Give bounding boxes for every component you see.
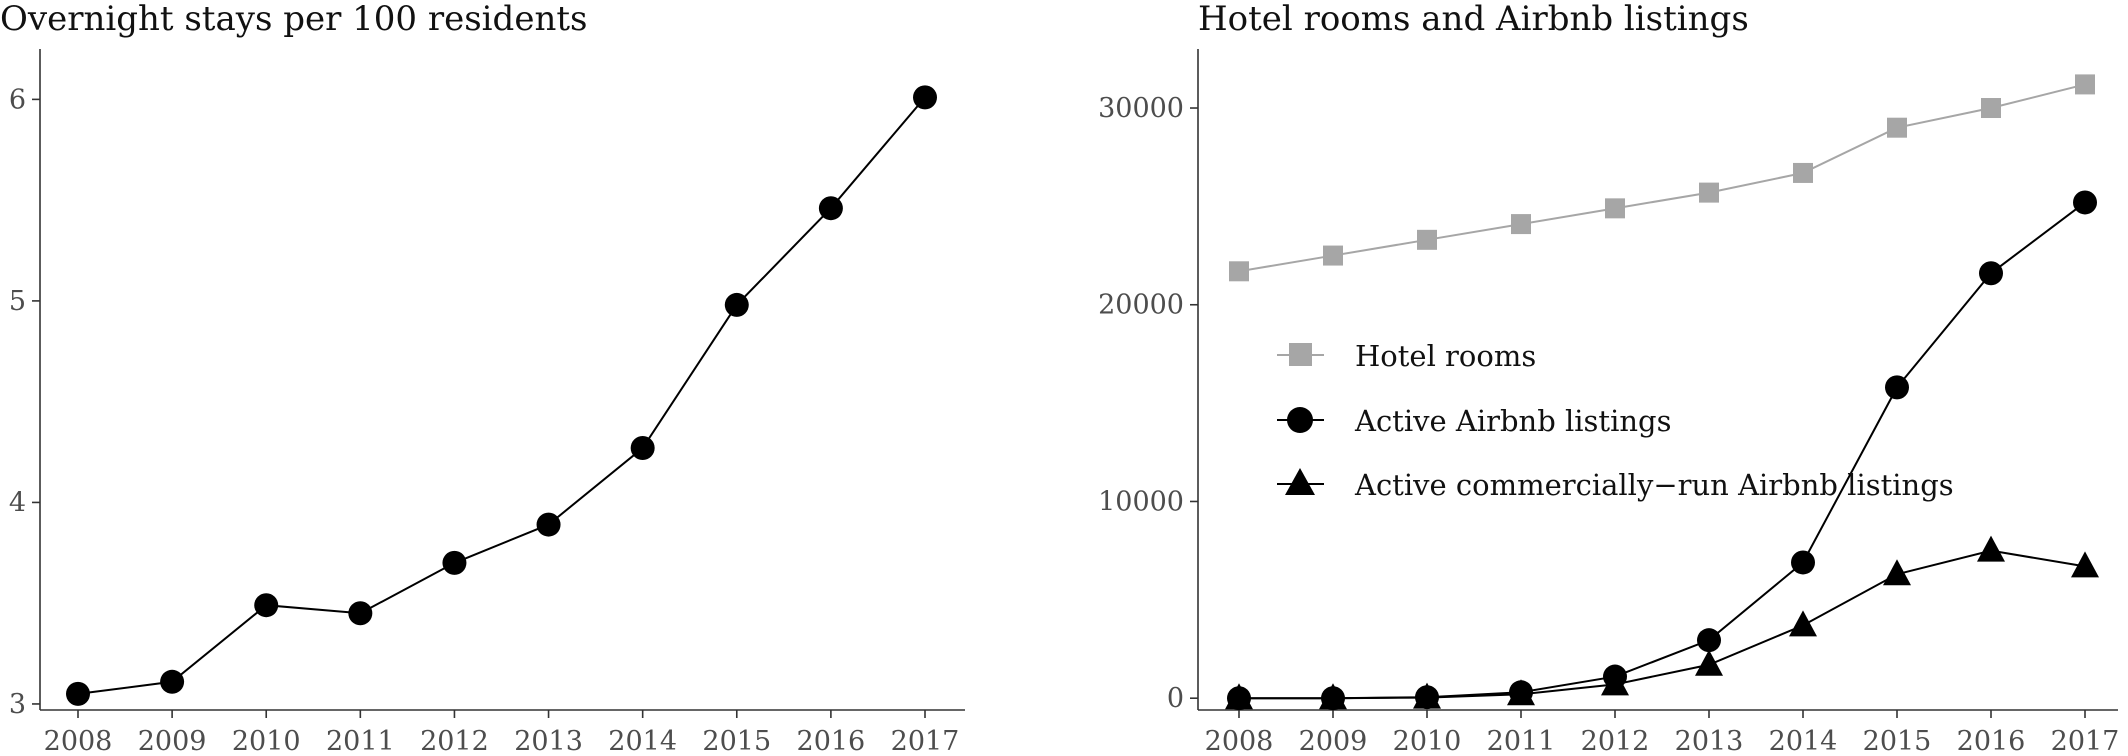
- series-line: [1238, 83, 2086, 273]
- data-point-circle: [536, 512, 561, 537]
- legend-item-active-commercial-airbnb-listings: Active commercially−run Airbnb listings: [1277, 468, 1954, 502]
- y-tick-label: 20000: [1098, 290, 1184, 321]
- data-point-square: [1981, 98, 2001, 119]
- x-tick-label: 2013: [514, 726, 583, 756]
- data-point-circle: [348, 601, 373, 626]
- x-axis-ticks: 2008 2009 2010 2011 2012 2013 2014 2015 2016 2017: [44, 710, 960, 756]
- y-tick-label: 3: [9, 689, 26, 720]
- data-point-square: [1229, 261, 1249, 282]
- chart-panel-overnight-stays: Overnight stays per 100 residents 3 4 5 6 2…: [0, 0, 965, 756]
- series-line: [1239, 201, 2086, 700]
- chart-title: Hotel rooms and Airbnb listings: [1198, 0, 1749, 39]
- data-point-square: [1605, 198, 1625, 219]
- data-point-circle: [160, 669, 185, 694]
- x-tick-label: 2013: [1675, 726, 1744, 756]
- data-point-circle: [254, 593, 279, 618]
- series-line: [77, 96, 926, 695]
- y-tick-label: 0: [1167, 683, 1184, 714]
- data-point-triangle: [1413, 682, 1441, 709]
- y-tick-label: 4: [9, 487, 26, 518]
- x-tick-label: 2009: [1299, 726, 1368, 756]
- legend-item-hotel-rooms: Hotel rooms: [1277, 339, 1536, 373]
- x-tick-label: 2017: [891, 726, 960, 756]
- x-tick-label: 2016: [797, 726, 866, 756]
- data-point-triangle: [1507, 679, 1535, 706]
- series-layer: [1225, 74, 2099, 711]
- x-tick-label: 2010: [1393, 726, 1462, 756]
- legend-label: Active commercially−run Airbnb listings: [1354, 468, 1954, 502]
- x-tick-label: 2008: [44, 726, 113, 756]
- data-point-square: [1323, 245, 1343, 266]
- y-axis-ticks: 0 10000 20000 30000: [1098, 93, 1198, 714]
- legend-label: Active Airbnb listings: [1354, 404, 1671, 438]
- data-point-circle: [724, 292, 749, 317]
- data-point-circle: [1697, 628, 1721, 653]
- chart-panel-hotel-airbnb: Hotel rooms and Airbnb listings 0 10000 20…: [1098, 0, 2119, 756]
- data-point-square: [1511, 214, 1531, 235]
- chart-title: Overnight stays per 100 residents: [0, 0, 587, 39]
- data-point-circle: [1791, 550, 1815, 575]
- data-point-triangle: [1225, 683, 1253, 710]
- x-tick-label: 2017: [2051, 726, 2120, 756]
- data-point-square: [2075, 74, 2095, 95]
- data-point-circle: [2073, 190, 2097, 215]
- x-tick-label: 2016: [1957, 726, 2026, 756]
- data-point-circle: [66, 681, 90, 706]
- x-tick-label: 2014: [608, 726, 677, 756]
- legend-circle-marker-icon: [1287, 407, 1313, 433]
- x-tick-label: 2011: [1487, 726, 1556, 756]
- y-tick-label: 10000: [1098, 486, 1184, 517]
- data-point-square: [1887, 117, 1907, 138]
- legend-item-active-airbnb-listings: Active Airbnb listings: [1277, 404, 1671, 438]
- x-tick-label: 2008: [1205, 726, 1274, 756]
- data-point-circle: [818, 196, 843, 221]
- series-active-commercially-run-airbnb-listings: [1225, 535, 2099, 710]
- x-tick-label: 2015: [1863, 726, 1932, 756]
- legend: Hotel rooms Active Airbnb listings Activ…: [1277, 339, 1954, 502]
- data-point-triangle: [1977, 535, 2005, 562]
- data-point-square: [1417, 229, 1437, 250]
- data-point-square: [1699, 182, 1719, 203]
- x-tick-label: 2015: [702, 726, 771, 756]
- x-tick-label: 2011: [326, 726, 395, 756]
- series-hotel-rooms: [1229, 74, 2095, 282]
- x-tick-label: 2009: [138, 726, 207, 756]
- x-tick-label: 2012: [420, 726, 489, 756]
- x-axis-ticks: 2008 2009 2010 2011 2012 2013 2014 2015 2016 2017: [1205, 710, 2120, 756]
- data-point-circle: [630, 436, 655, 461]
- x-tick-label: 2014: [1769, 726, 1838, 756]
- series-active-airbnb-listings: [1227, 190, 2097, 711]
- y-tick-label: 30000: [1098, 93, 1184, 124]
- series-main: [66, 85, 937, 706]
- data-point-circle: [442, 550, 467, 575]
- y-tick-label: 6: [9, 84, 26, 115]
- data-point-square: [1793, 162, 1813, 183]
- data-point-triangle: [1695, 649, 1723, 676]
- data-point-triangle: [1601, 669, 1629, 696]
- legend-triangle-marker-icon: [1285, 468, 1315, 495]
- legend-label: Hotel rooms: [1355, 339, 1536, 373]
- data-point-circle: [1979, 261, 2003, 286]
- x-tick-label: 2012: [1581, 726, 1650, 756]
- data-point-circle: [1885, 375, 1909, 400]
- data-point-triangle: [1319, 683, 1347, 710]
- y-axis-ticks: 3 4 5 6: [9, 84, 40, 720]
- data-point-triangle: [1789, 610, 1817, 637]
- data-point-triangle: [2071, 551, 2099, 578]
- series-layer: [66, 85, 937, 706]
- legend-square-marker-icon: [1289, 343, 1312, 366]
- data-point-circle: [913, 85, 937, 110]
- series-line: [1239, 549, 2086, 700]
- x-tick-label: 2010: [232, 726, 301, 756]
- data-point-triangle: [1883, 559, 1911, 586]
- y-tick-label: 5: [9, 286, 26, 317]
